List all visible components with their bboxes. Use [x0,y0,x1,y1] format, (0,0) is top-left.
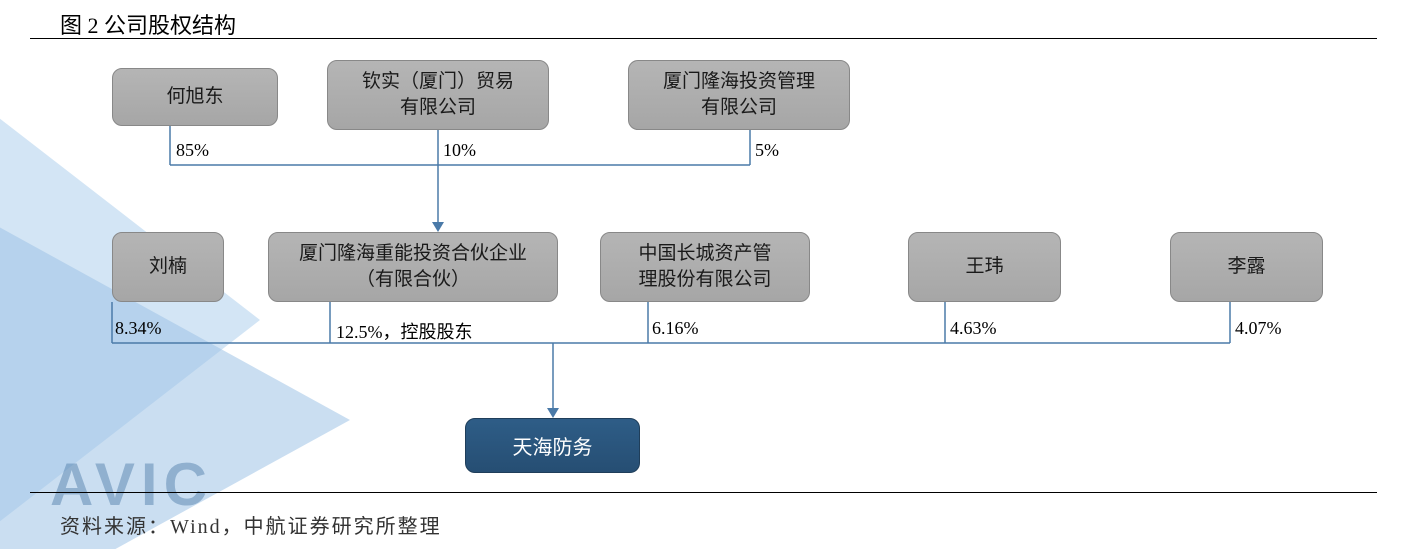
node-label: 刘楠 [149,254,187,280]
node-label: 何旭东 [166,84,223,110]
divider-bottom [30,492,1377,493]
pct-top2: 10% [443,140,476,161]
node-li-lu: 李露 [1170,232,1323,302]
node-label: 中国长城资产管理股份有限公司 [638,241,771,292]
node-label: 王玮 [965,254,1003,280]
node-label: 钦实（厦门）贸易有限公司 [362,69,514,120]
pct-top3: 5% [755,140,779,161]
node-xiamen-longhai-invest-mgmt: 厦门隆海投资管理有限公司 [628,60,850,130]
pct-top1: 85% [176,140,209,161]
node-qinshi-xiamen-trade: 钦实（厦门）贸易有限公司 [327,60,549,130]
node-he-xudong: 何旭东 [112,68,278,126]
pct-mid5: 4.07% [1235,318,1282,339]
node-label: 天海防务 [513,431,593,460]
node-label: 厦门隆海投资管理有限公司 [663,69,815,120]
node-china-greatwall-asset: 中国长城资产管理股份有限公司 [600,232,810,302]
pct-mid1: 8.34% [115,318,162,339]
node-xiamen-longhai-zhongeng-lp: 厦门隆海重能投资合伙企业（有限合伙） [268,232,558,302]
node-wang-wei: 王玮 [908,232,1061,302]
pct-mid4: 4.63% [950,318,997,339]
node-label: 李露 [1227,254,1265,280]
node-tianhai-fangwu: 天海防务 [465,418,640,473]
pct-mid2: 12.5%，控股股东 [336,318,473,344]
node-label: 厦门隆海重能投资合伙企业（有限合伙） [299,241,527,292]
source-text: 资料来源：Wind，中航证券研究所整理 [60,510,442,539]
node-liu-nan: 刘楠 [112,232,224,302]
pct-mid3: 6.16% [652,318,699,339]
